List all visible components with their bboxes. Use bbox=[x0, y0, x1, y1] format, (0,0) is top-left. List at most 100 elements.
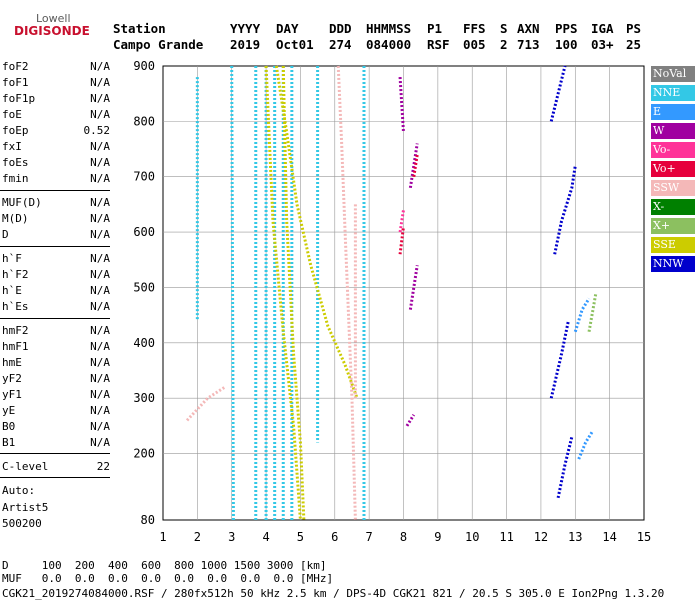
x-tick-label: 5 bbox=[297, 530, 304, 544]
param-row: M(D) N/A bbox=[2, 212, 110, 226]
param-value: N/A bbox=[90, 140, 110, 153]
separator-line bbox=[0, 477, 110, 478]
x-tick-label: 2 bbox=[194, 530, 201, 544]
param-row: B0 N/A bbox=[2, 420, 110, 434]
param-name: C-level bbox=[2, 460, 49, 473]
header-value: Campo Grande bbox=[113, 37, 204, 52]
param-value: N/A bbox=[90, 172, 110, 185]
param-name: MUF(D) bbox=[2, 196, 42, 209]
x-tick-label: 15 bbox=[637, 530, 651, 544]
header-value: RSF bbox=[427, 37, 450, 52]
header-label: AXN bbox=[517, 21, 540, 36]
y-tick-label: 600 bbox=[133, 225, 155, 239]
param-row: fxI N/A bbox=[2, 140, 110, 154]
param-value: N/A bbox=[90, 228, 110, 241]
param-name: fmin bbox=[2, 172, 29, 185]
header-label: DAY bbox=[276, 21, 299, 36]
header-label: DDD bbox=[329, 21, 352, 36]
param-value: N/A bbox=[90, 60, 110, 73]
param-value: N/A bbox=[90, 212, 110, 225]
param-name: foEs bbox=[2, 156, 29, 169]
legend-item: X+ bbox=[651, 218, 695, 234]
param-row: MUF(D) N/A bbox=[2, 196, 110, 210]
echo-trace-vo- bbox=[398, 226, 405, 255]
param-row: C-level 22 bbox=[2, 460, 110, 474]
param-row: hmF1 N/A bbox=[2, 340, 110, 354]
legend-item: NNW bbox=[651, 256, 695, 272]
separator-line bbox=[0, 453, 110, 454]
auto-label: Auto: bbox=[2, 484, 36, 497]
header-label: IGA bbox=[591, 21, 614, 36]
legend-item: NoVal bbox=[651, 66, 695, 82]
param-name: yE bbox=[2, 404, 16, 417]
param-name: h`Es bbox=[2, 300, 29, 313]
param-value: N/A bbox=[90, 388, 110, 401]
header-value: 005 bbox=[463, 37, 486, 52]
x-tick-label: 12 bbox=[534, 530, 548, 544]
param-row: fmin N/A bbox=[2, 172, 110, 186]
param-name: hmF2 bbox=[2, 324, 29, 337]
param-value: 0.52 bbox=[83, 124, 111, 137]
param-name: B1 bbox=[2, 436, 16, 449]
header-value: 2019 bbox=[230, 37, 261, 52]
param-row: foE N/A bbox=[2, 108, 110, 122]
header-value: 03+ bbox=[591, 37, 614, 52]
y-tick-label: 900 bbox=[133, 59, 155, 73]
echo-trace-e bbox=[577, 430, 594, 460]
header-value: 2 bbox=[500, 37, 508, 52]
param-row: h`F2 N/A bbox=[2, 268, 110, 282]
param-name: hmE bbox=[2, 356, 22, 369]
header-label: Station bbox=[113, 21, 166, 36]
param-row: hmF2 N/A bbox=[2, 324, 110, 338]
param-row: yF2 N/A bbox=[2, 372, 110, 386]
x-tick-label: 1 bbox=[159, 530, 166, 544]
param-name: B0 bbox=[2, 420, 16, 433]
legend-item: SSW bbox=[651, 180, 695, 196]
param-value: N/A bbox=[90, 156, 110, 169]
y-tick-label: 500 bbox=[133, 280, 155, 294]
param-value: 22 bbox=[96, 460, 110, 473]
param-row: foEp 0.52 bbox=[2, 124, 110, 138]
x-tick-label: 9 bbox=[434, 530, 441, 544]
param-row: yF1 N/A bbox=[2, 388, 110, 402]
auto-code: 500200 bbox=[2, 517, 42, 530]
legend-item: NNE bbox=[651, 85, 695, 101]
separator-line bbox=[0, 318, 110, 319]
logo-digisonde: DIGISONDE bbox=[14, 24, 90, 38]
x-tick-label: 8 bbox=[400, 530, 407, 544]
param-value: N/A bbox=[90, 420, 110, 433]
muf-row: MUF 0.0 0.0 0.0 0.0 0.0 0.0 0.0 0.0 [MHz… bbox=[2, 572, 334, 585]
y-tick-label: 800 bbox=[133, 114, 155, 128]
legend-item: Vo+ bbox=[651, 161, 695, 177]
y-tick-label: 200 bbox=[133, 447, 155, 461]
param-row: D N/A bbox=[2, 228, 110, 242]
echo-trace-nnw bbox=[553, 165, 577, 255]
param-name: h`E bbox=[2, 284, 22, 297]
auto-artist: Artist5 bbox=[2, 501, 49, 514]
header-value: 084000 bbox=[366, 37, 412, 52]
header-label: S bbox=[500, 21, 508, 36]
param-row: B1 N/A bbox=[2, 436, 110, 450]
param-value: N/A bbox=[90, 436, 110, 449]
param-value: N/A bbox=[90, 372, 110, 385]
y-tick-label: 300 bbox=[133, 391, 155, 405]
legend-item: E bbox=[651, 104, 695, 120]
echo-trace-x- bbox=[587, 292, 598, 333]
param-row: foF1 N/A bbox=[2, 76, 110, 90]
param-row: hmE N/A bbox=[2, 356, 110, 370]
param-name: yF2 bbox=[2, 372, 22, 385]
param-row: h`Es N/A bbox=[2, 300, 110, 314]
param-row: yE N/A bbox=[2, 404, 110, 418]
param-row: h`E N/A bbox=[2, 284, 110, 298]
x-tick-label: 14 bbox=[602, 530, 616, 544]
param-row: foF1p N/A bbox=[2, 92, 110, 106]
header-label: YYYY bbox=[230, 21, 261, 36]
separator-line bbox=[0, 246, 110, 247]
echo-trace-w bbox=[398, 76, 405, 133]
header-label: FFS bbox=[463, 21, 486, 36]
ionogram-plot: 1 2 3 4 5 6 7 8 9 10 11 12 13 14 152003004005006007008… bbox=[133, 59, 651, 544]
param-value: N/A bbox=[90, 404, 110, 417]
param-name: foF1 bbox=[2, 76, 29, 89]
x-tick-label: 4 bbox=[262, 530, 269, 544]
x-tick-label: 7 bbox=[366, 530, 373, 544]
